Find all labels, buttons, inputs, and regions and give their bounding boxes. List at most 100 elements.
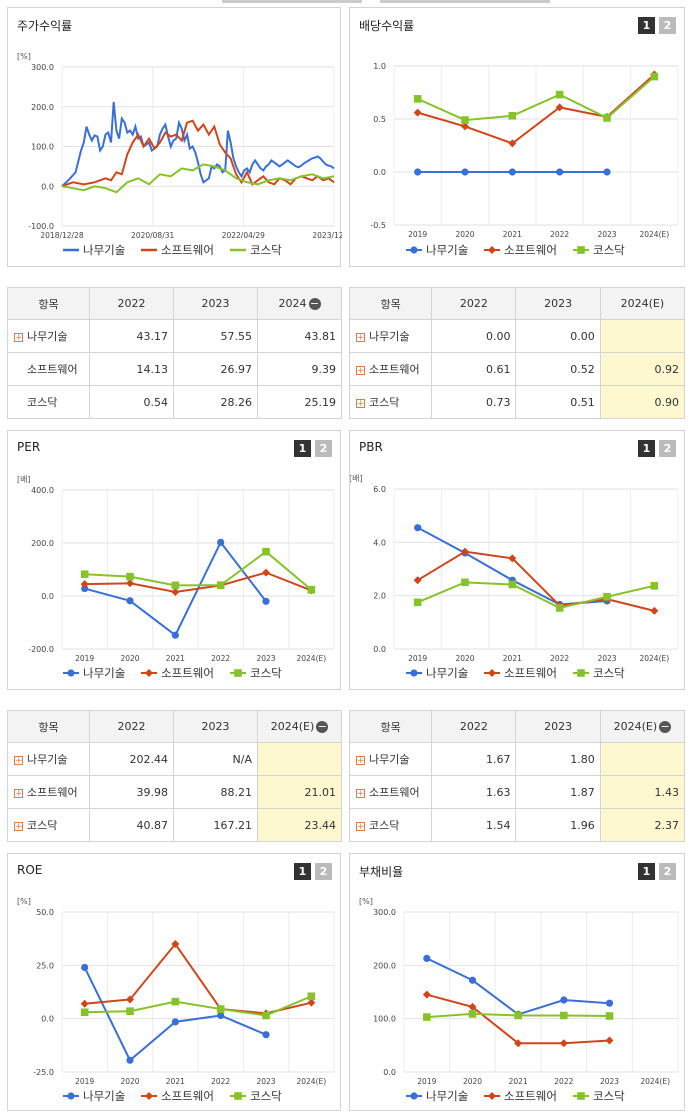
x-tick-label: 2020 <box>455 230 474 239</box>
y-tick-label: 0.0 <box>383 1068 396 1077</box>
row-name: 소프트웨어 <box>369 786 420 799</box>
expand-plus-icon[interactable]: + <box>14 755 23 766</box>
data-point <box>81 584 89 593</box>
table-header-row: 항목 2022 2023 2024(E) − <box>348 710 686 743</box>
series-line <box>83 967 267 1062</box>
value-cell: 1.67 <box>431 742 517 776</box>
column-header-label: 2023 <box>544 297 573 310</box>
data-point <box>80 580 89 589</box>
chart-mode-2-button[interactable]: 2 <box>659 17 676 34</box>
x-tick-label: 2023 <box>256 654 275 663</box>
expand-plus-icon[interactable]: + <box>14 332 23 343</box>
data-point <box>217 538 225 546</box>
column-header: 2023 <box>515 710 601 743</box>
x-tick-label: 2024(E) <box>640 1077 670 1086</box>
value-cell: 0.51 <box>515 385 601 419</box>
row-name: 코스닥 <box>369 396 400 409</box>
value-cell: 39.98 <box>89 775 174 809</box>
x-tick-label: 2023 <box>256 1077 275 1086</box>
expand-plus-icon[interactable]: + <box>356 398 365 409</box>
expand-plus-icon[interactable]: + <box>356 365 365 376</box>
row-name-cell: +코스닥 <box>7 385 90 419</box>
data-point <box>605 999 614 1007</box>
data-point <box>508 580 517 589</box>
expand-plus-icon[interactable]: + <box>356 332 365 343</box>
series-line <box>61 163 335 194</box>
column-header-label: 2023 <box>201 297 230 310</box>
data-point <box>217 1011 225 1020</box>
row-name-cell: +코스닥 <box>7 808 90 842</box>
data-point <box>508 168 516 176</box>
x-tick-label: 2023 <box>600 1077 619 1086</box>
row-name: 나무기술 <box>27 753 68 766</box>
table-row: + 소프트웨어 39.98 88.21 21.01 <box>7 775 342 809</box>
collapse-minus-icon[interactable]: − <box>659 720 672 733</box>
data-point <box>461 578 469 587</box>
y-tick-label: 0.0 <box>373 645 386 654</box>
expand-plus-icon[interactable]: + <box>14 788 23 799</box>
data-point <box>80 1008 89 1017</box>
collapse-minus-icon[interactable]: − <box>308 297 321 310</box>
y-tick-label: 0.0 <box>41 1015 54 1024</box>
chart-mode-2-button[interactable]: 2 <box>315 863 332 880</box>
column-header: 2023 <box>173 710 258 743</box>
y-tick-label: -25.0 <box>33 1068 54 1077</box>
chart-mode-1-button[interactable]: 1 <box>638 863 655 880</box>
expand-plus-icon[interactable]: + <box>14 821 23 832</box>
chart-mode-2-button[interactable]: 2 <box>315 440 332 457</box>
row-name-cell: + 소프트웨어 <box>348 775 433 809</box>
chart-mode-1-button[interactable]: 1 <box>638 440 655 457</box>
dividend-yield-table: 항목 2022 2023 2024(E) + 나무기술 0.00 0.00 + 소프트웨어 0.61… <box>348 287 686 419</box>
expand-plus-icon[interactable]: + <box>356 821 365 832</box>
chart-mode-1-button[interactable]: 1 <box>294 863 311 880</box>
data-point <box>468 976 477 984</box>
panel-title: 부채비율 <box>359 865 404 879</box>
column-header: 항목 <box>7 287 90 320</box>
expand-plus-icon[interactable]: + <box>356 788 365 799</box>
y-tick-label: 400.0 <box>31 486 54 495</box>
chart-mode-2-button[interactable]: 2 <box>659 863 676 880</box>
data-point <box>605 1012 614 1020</box>
x-tick-label: 2022 <box>211 1077 230 1086</box>
data-point <box>414 168 422 176</box>
data-point <box>514 1011 522 1020</box>
table-row: + 소프트웨어 0.61 0.52 0.92 <box>348 352 686 386</box>
chart-mode-1-button[interactable]: 1 <box>294 440 311 457</box>
value-cell: 0.54 <box>89 385 174 419</box>
table-header-row: 항목 2022 2023 2024(E) − <box>7 710 342 743</box>
column-header-label: 2022 <box>459 297 488 310</box>
value-cell <box>599 319 686 353</box>
legend-label: 소프트웨어 <box>504 1089 557 1103</box>
row-name-cell: +소프트웨어 <box>7 352 90 386</box>
series-line <box>61 119 335 188</box>
row-name: 코스닥 <box>27 396 58 409</box>
data-point <box>80 999 89 1008</box>
row-name: 나무기술 <box>27 330 68 343</box>
data-point <box>488 1092 496 1100</box>
legend-label: 나무기술 <box>426 1089 468 1103</box>
table-header-row: 항목 2022 2023 2024− <box>7 287 342 320</box>
data-point <box>145 1092 153 1100</box>
chart-mode-2-button[interactable]: 2 <box>659 440 676 457</box>
y-tick-label: 25.0 <box>36 961 54 970</box>
data-point <box>262 1011 270 1020</box>
data-point <box>577 669 585 677</box>
y-tick-label: 2.0 <box>373 592 386 601</box>
chart-mode-1-button[interactable]: 1 <box>638 17 655 34</box>
data-point <box>126 579 134 588</box>
data-point <box>81 963 89 972</box>
collapse-minus-icon[interactable]: − <box>316 720 329 733</box>
column-header-label: 항목 <box>380 297 401 311</box>
value-cell: 0.00 <box>515 319 601 353</box>
data-point <box>650 582 659 590</box>
x-tick-label: 2020/08/31 <box>131 231 174 240</box>
data-point <box>216 581 225 589</box>
debt-ratio-chart: [%]300.0 200.0 100.0 0.0 2019 2020 2021 2022 202… <box>359 897 679 1103</box>
data-point <box>413 576 422 585</box>
expand-plus-icon[interactable]: + <box>356 755 365 766</box>
data-point <box>423 1013 431 1021</box>
table-row: + 코스닥 40.87 167.21 23.44 <box>7 808 342 842</box>
data-point <box>559 1039 568 1048</box>
